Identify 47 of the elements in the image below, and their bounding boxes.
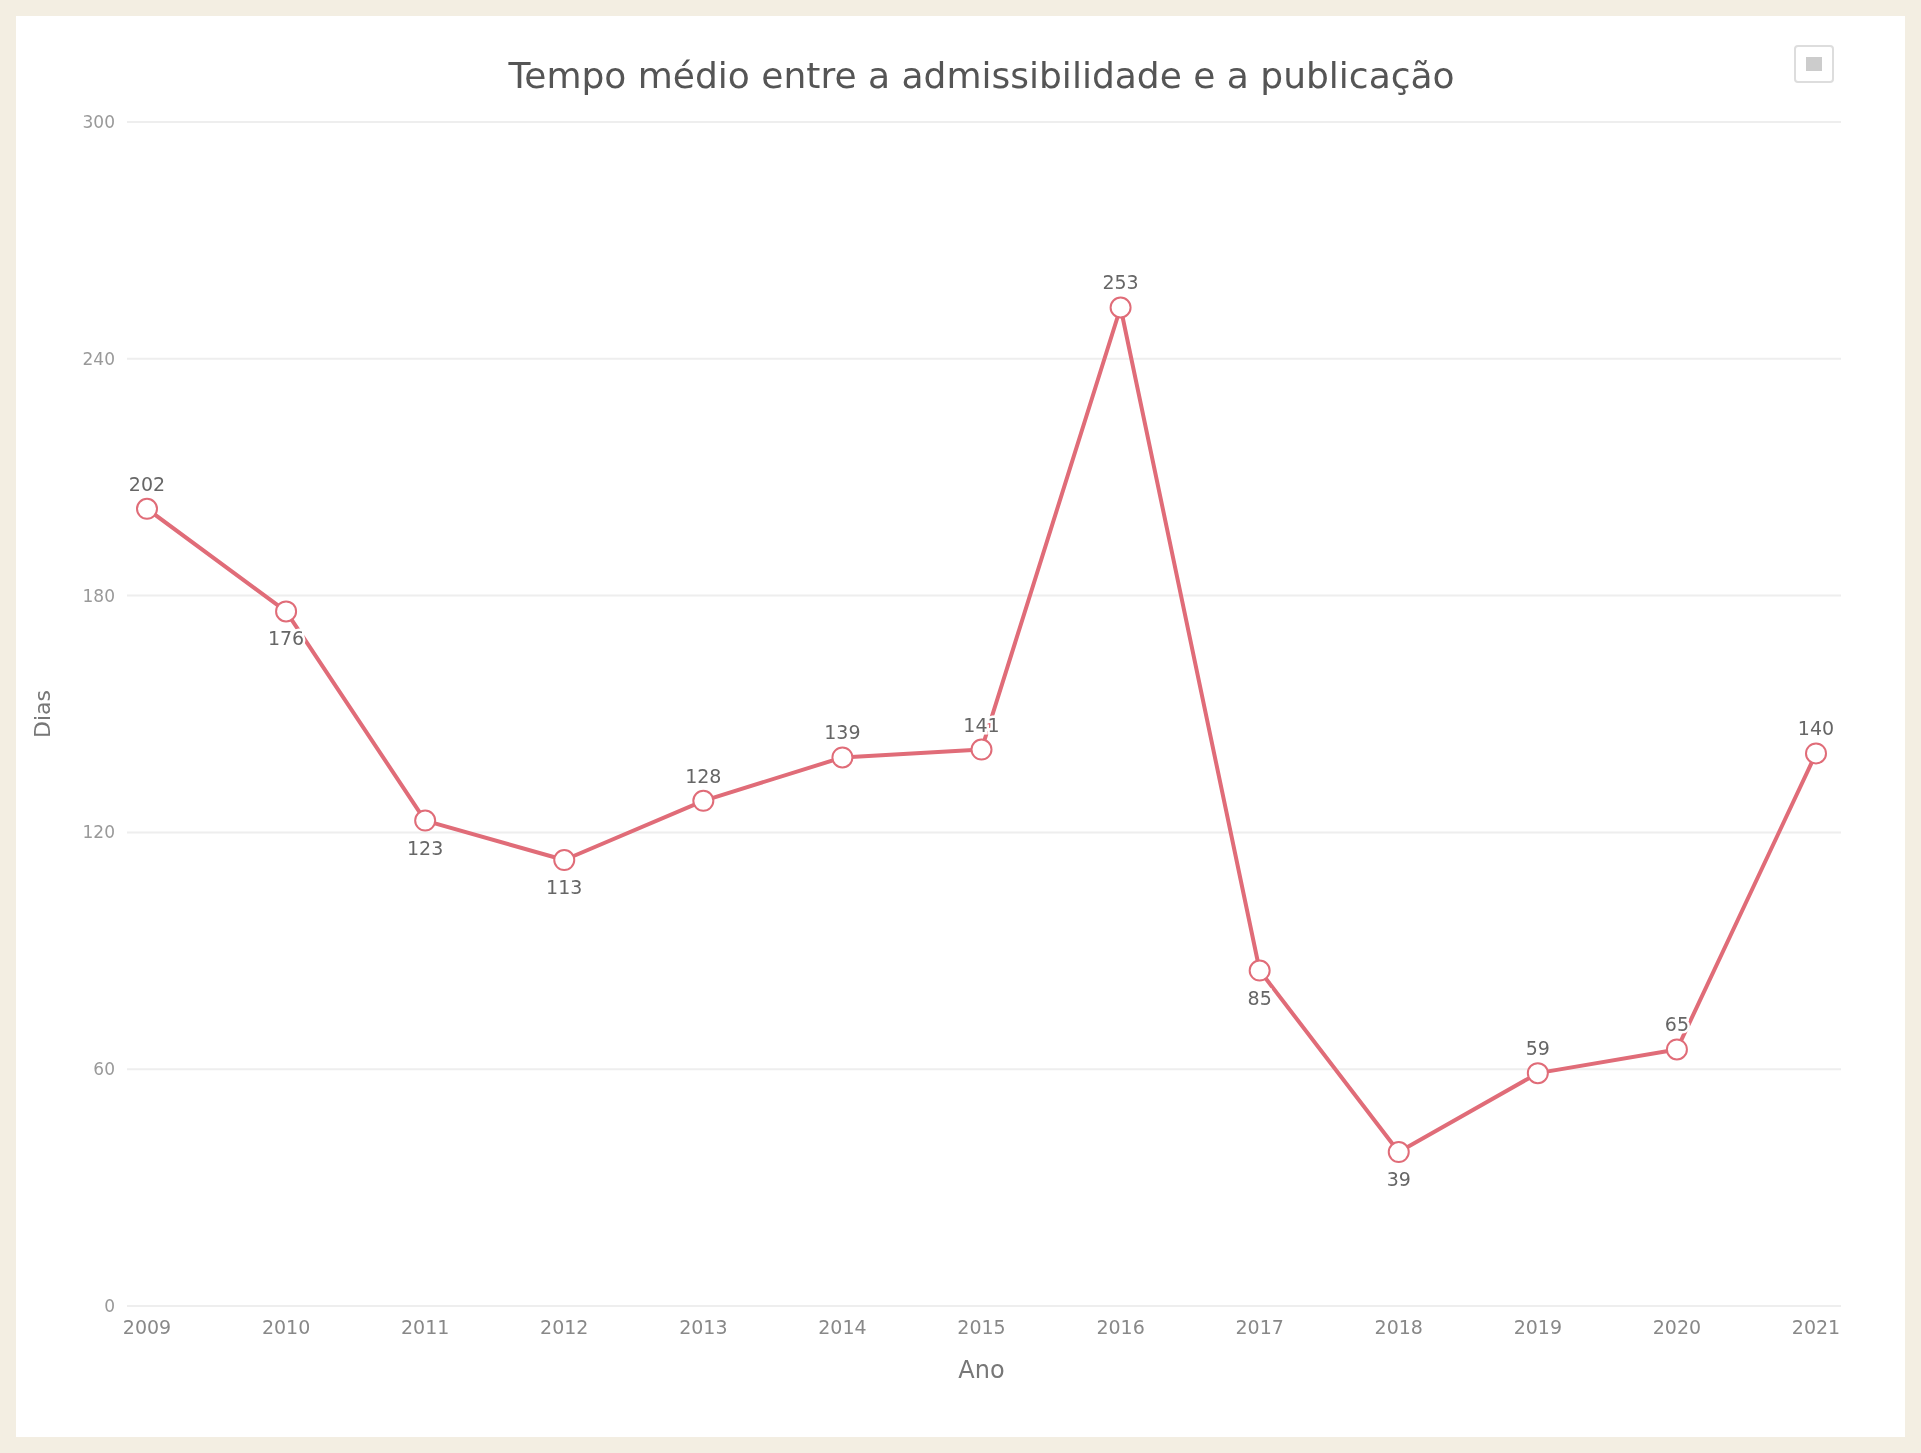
point bbox=[1526, 1062, 1549, 1085]
data-label: 59 bbox=[1525, 1037, 1550, 1060]
data-label: 85 bbox=[1247, 986, 1272, 1009]
y-tick-label: 240 bbox=[82, 348, 115, 369]
data-label: 128 bbox=[685, 764, 722, 787]
point bbox=[275, 600, 298, 623]
y-tick-label: 180 bbox=[82, 585, 115, 606]
y-tick-label: 120 bbox=[82, 822, 115, 843]
y-tick-label: 300 bbox=[82, 112, 115, 132]
x-axis-title: Ano bbox=[958, 1356, 1005, 1384]
data-label: 140 bbox=[1797, 717, 1835, 740]
data-label: 139 bbox=[824, 721, 861, 744]
point bbox=[1665, 1038, 1688, 1061]
x-tick-label: 2020 bbox=[1652, 1316, 1702, 1338]
x-tick-label: 2016 bbox=[1096, 1316, 1145, 1338]
data-label: 39 bbox=[1386, 1168, 1411, 1191]
point bbox=[414, 809, 437, 832]
point bbox=[136, 497, 158, 520]
point bbox=[970, 738, 993, 761]
point bbox=[831, 746, 854, 769]
point bbox=[1387, 1141, 1410, 1164]
data-label: 113 bbox=[546, 876, 583, 899]
data-label: 253 bbox=[1102, 271, 1139, 294]
point bbox=[553, 849, 576, 872]
data-label: 176 bbox=[267, 627, 305, 650]
y-axis-title: Dias bbox=[30, 690, 55, 738]
point bbox=[692, 789, 715, 812]
y-tick-label: 60 bbox=[93, 1059, 115, 1080]
x-tick-label: 2010 bbox=[261, 1316, 311, 1338]
point bbox=[1805, 742, 1827, 765]
x-tick-label: 2013 bbox=[679, 1316, 728, 1338]
x-tick-label: 2017 bbox=[1235, 1316, 1284, 1338]
x-tick-label: 2019 bbox=[1513, 1316, 1563, 1338]
data-label: 65 bbox=[1664, 1013, 1690, 1036]
point bbox=[1109, 296, 1132, 319]
x-tick-label: 2015 bbox=[957, 1316, 1006, 1338]
data-label: 123 bbox=[407, 836, 444, 859]
x-tick-label: 2021 bbox=[1791, 1316, 1841, 1338]
x-tick-label: 2014 bbox=[818, 1316, 867, 1338]
x-tick-label: 2012 bbox=[540, 1316, 589, 1338]
data-label: 202 bbox=[128, 472, 166, 495]
chart-title: Tempo médio entre a admissibilidade e a publicação bbox=[507, 55, 1455, 96]
x-tick-label: 2009 bbox=[122, 1316, 172, 1338]
y-tick-label: 0 bbox=[104, 1296, 115, 1316]
x-tick-label: 2011 bbox=[400, 1316, 450, 1338]
x-tick-label: 2018 bbox=[1374, 1316, 1423, 1338]
point bbox=[1248, 959, 1271, 982]
